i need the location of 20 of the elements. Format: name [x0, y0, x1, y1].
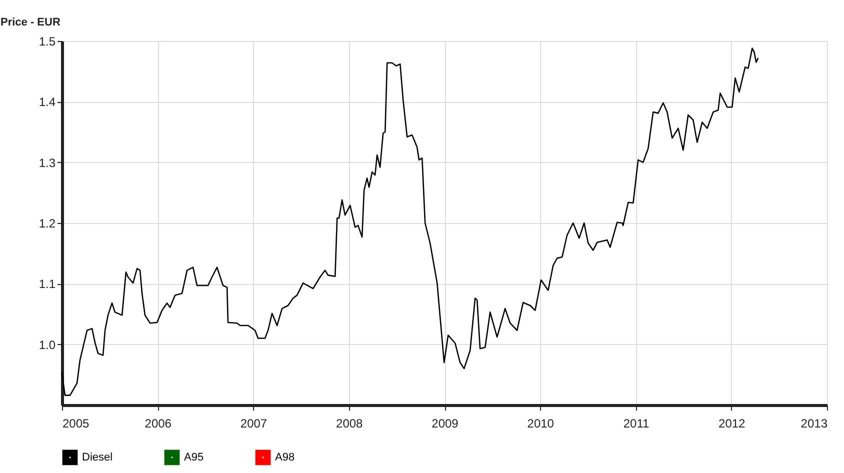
legend-label: A95: [184, 451, 204, 464]
y-tick-label: 1.5: [38, 34, 56, 48]
x-tick-label: 2005: [62, 416, 90, 430]
x-tick-label: 2010: [527, 416, 554, 430]
y-axis-title: Price - EUR: [0, 16, 60, 28]
legend-label: Diesel: [82, 451, 113, 464]
legend-label: A98: [275, 451, 295, 464]
x-tick-label: 2007: [240, 416, 268, 430]
y-tick-label: 1.3: [38, 156, 56, 170]
x-tick-label: 2008: [336, 416, 364, 430]
y-tick-label: 1.2: [38, 216, 56, 230]
x-tick-label: 2009: [432, 416, 459, 430]
line-series: [61, 48, 759, 396]
x-tick-label: 2013: [800, 416, 828, 430]
x-tick-label: 2011: [623, 416, 650, 430]
x-tick-label: 2012: [718, 416, 746, 430]
y-tick-label: 1.4: [38, 95, 56, 110]
x-tick-label: 2006: [144, 416, 172, 430]
y-tick-label: 1.0: [38, 338, 56, 352]
y-tick-label: 1.1: [38, 277, 56, 292]
